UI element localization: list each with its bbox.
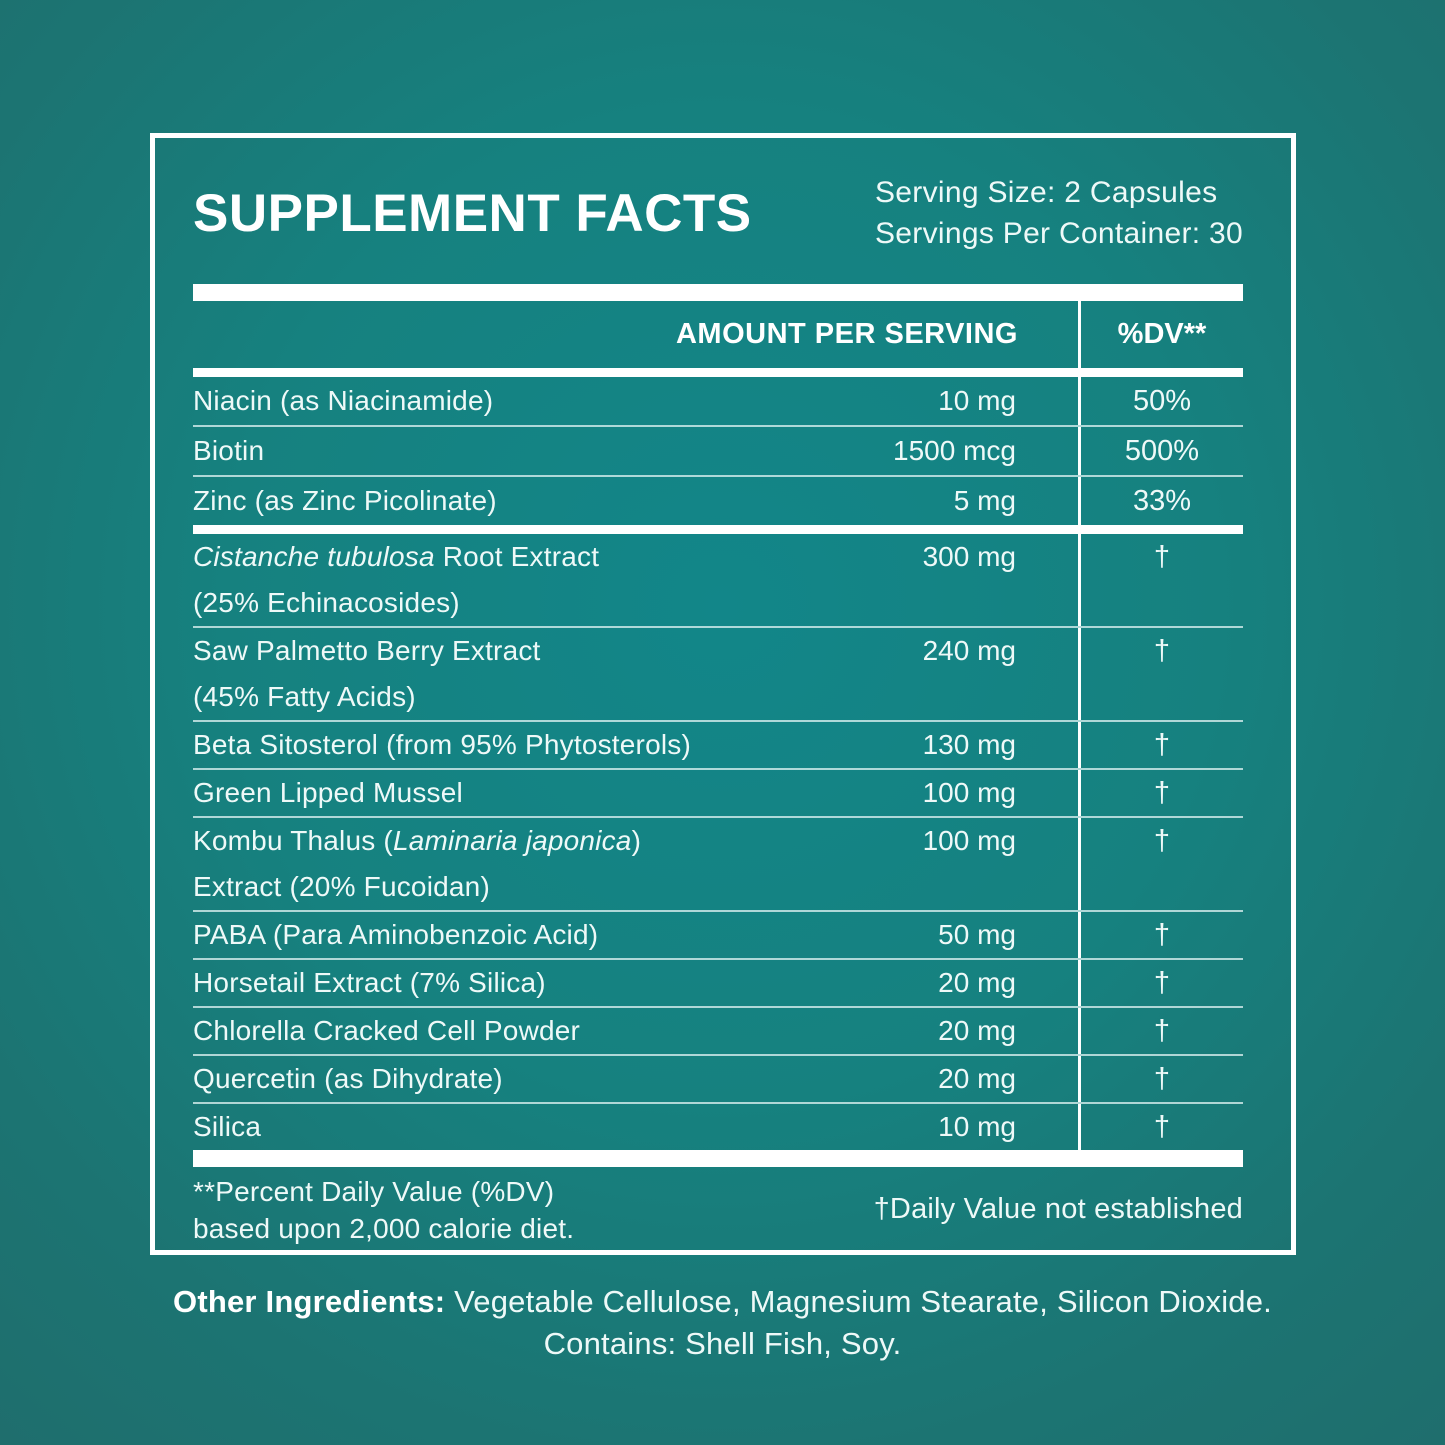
- ingredient-amount: 100 mg: [922, 777, 1016, 808]
- serving-info: Serving Size: 2 Capsules Servings Per Co…: [875, 172, 1243, 254]
- ingredient-name: Kombu Thalus (Laminaria japonica) Extract…: [193, 825, 642, 902]
- ingredient-amount: 20 mg: [938, 1063, 1016, 1094]
- ingredient-amount: 240 mg: [922, 635, 1016, 666]
- column-header-amount: AMOUNT PER SERVING: [675, 318, 1018, 350]
- ingredient-dv: †: [1078, 1008, 1243, 1054]
- ingredient-dv: †: [1078, 722, 1243, 768]
- table-row: Cistanche tubulosa Root Extract (25% Echi…: [193, 534, 1243, 628]
- other-ingredients: Other Ingredients: Vegetable Cellulose, …: [0, 1281, 1445, 1365]
- table-row: PABA (Para Aminobenzoic Acid) 50 mg †: [193, 912, 1243, 960]
- ingredient-dv: †: [1078, 1056, 1243, 1102]
- table-row: Kombu Thalus (Laminaria japonica) Extract…: [193, 818, 1243, 912]
- ingredient-name: Biotin: [193, 435, 265, 466]
- ingredient-dv: †: [1078, 818, 1243, 910]
- ingredient-amount: 5 mg: [953, 485, 1016, 516]
- footnotes: **Percent Daily Value (%DV) based upon 2…: [193, 1167, 1243, 1248]
- ingredient-dv: †: [1078, 628, 1243, 720]
- serving-size-text: Serving Size: 2 Capsules: [875, 176, 1218, 209]
- table-row: Silica 10 mg †: [193, 1104, 1243, 1150]
- dv-footnote-line1: **Percent Daily Value (%DV): [193, 1175, 555, 1207]
- ingredient-dv: †: [1078, 912, 1243, 958]
- ingredient-name: PABA (Para Aminobenzoic Acid): [193, 919, 599, 950]
- table-row: Niacin (as Niacinamide) 10 mg 50%: [193, 377, 1243, 427]
- ingredient-name: Zinc (as Zinc Picolinate): [193, 485, 497, 516]
- ingredient-amount: 20 mg: [938, 1015, 1016, 1046]
- ingredient-amount: 10 mg: [938, 1111, 1016, 1142]
- ingredient-name: Horsetail Extract (7% Silica): [193, 967, 546, 998]
- table-row: Green Lipped Mussel 100 mg †: [193, 770, 1243, 818]
- table-row: Horsetail Extract (7% Silica) 20 mg †: [193, 960, 1243, 1008]
- ingredient-amount: 300 mg: [922, 541, 1016, 572]
- ingredient-amount: 20 mg: [938, 967, 1016, 998]
- ingredient-amount: 10 mg: [938, 385, 1016, 416]
- panel-title: SUPPLEMENT FACTS: [193, 183, 752, 243]
- dv-footnote: **Percent Daily Value (%DV) based upon 2…: [193, 1173, 574, 1247]
- ingredient-rows: Niacin (as Niacinamide) 10 mg 50% Biotin 150…: [193, 377, 1243, 1150]
- table-header: AMOUNT PER SERVING %DV**: [193, 301, 1243, 368]
- other-ingredients-label: Other Ingredients:: [173, 1284, 446, 1319]
- ingredient-name: Niacin (as Niacinamide): [193, 385, 494, 416]
- ingredient-name: Saw Palmetto Berry Extract (45% Fatty Aci…: [193, 635, 541, 712]
- table-row: Saw Palmetto Berry Extract (45% Fatty Aci…: [193, 628, 1243, 722]
- table-row: Beta Sitosterol (from 95% Phytosterols) 1…: [193, 722, 1243, 770]
- section-divider-bar: [193, 525, 1243, 534]
- ingredient-amount: 100 mg: [922, 825, 1016, 856]
- column-header-dv: %DV**: [1078, 301, 1243, 368]
- other-ingredients-line: Other Ingredients: Vegetable Cellulose, …: [0, 1281, 1445, 1323]
- ingredient-amount: 130 mg: [922, 729, 1016, 760]
- ingredient-name: Beta Sitosterol (from 95% Phytosterols): [193, 729, 691, 760]
- dv-footnote-line2: based upon 2,000 calorie diet.: [193, 1212, 575, 1244]
- ingredient-amount: 50 mg: [938, 919, 1016, 950]
- table-row: Quercetin (as Dihydrate) 20 mg †: [193, 1056, 1243, 1104]
- ingredient-dv: 50%: [1078, 377, 1243, 425]
- ingredient-name: Quercetin (as Dihydrate): [193, 1063, 503, 1094]
- ingredient-dv: 33%: [1078, 477, 1243, 525]
- top-divider-bar: [193, 284, 1243, 301]
- dagger-footnote: †Daily Value not established: [873, 1193, 1243, 1225]
- ingredient-name: Chlorella Cracked Cell Powder: [193, 1015, 581, 1046]
- header-divider-bar: [193, 368, 1243, 377]
- panel-header: SUPPLEMENT FACTS Serving Size: 2 Capsule…: [193, 138, 1243, 284]
- ingredient-name: Green Lipped Mussel: [193, 777, 463, 808]
- bottom-divider-bar: [193, 1150, 1243, 1167]
- contains-text: Contains: Shell Fish, Soy.: [543, 1326, 902, 1361]
- table-row: Biotin 1500 mcg 500%: [193, 427, 1243, 477]
- ingredient-dv: †: [1078, 770, 1243, 816]
- ingredient-amount: 1500 mcg: [893, 435, 1016, 466]
- ingredient-name: Silica: [193, 1111, 262, 1142]
- table-row: Zinc (as Zinc Picolinate) 5 mg 33%: [193, 477, 1243, 525]
- ingredient-dv: †: [1078, 534, 1243, 626]
- supplement-facts-panel: SUPPLEMENT FACTS Serving Size: 2 Capsule…: [150, 133, 1296, 1255]
- other-ingredients-text: Vegetable Cellulose, Magnesium Stearate,…: [445, 1284, 1272, 1319]
- table-row: Chlorella Cracked Cell Powder 20 mg †: [193, 1008, 1243, 1056]
- ingredient-dv: †: [1078, 960, 1243, 1006]
- ingredient-dv: †: [1078, 1104, 1243, 1150]
- servings-per-container-text: Servings Per Container: 30: [875, 217, 1243, 250]
- ingredient-name: Cistanche tubulosa Root Extract (25% Echi…: [193, 541, 600, 618]
- ingredient-dv: 500%: [1078, 427, 1243, 475]
